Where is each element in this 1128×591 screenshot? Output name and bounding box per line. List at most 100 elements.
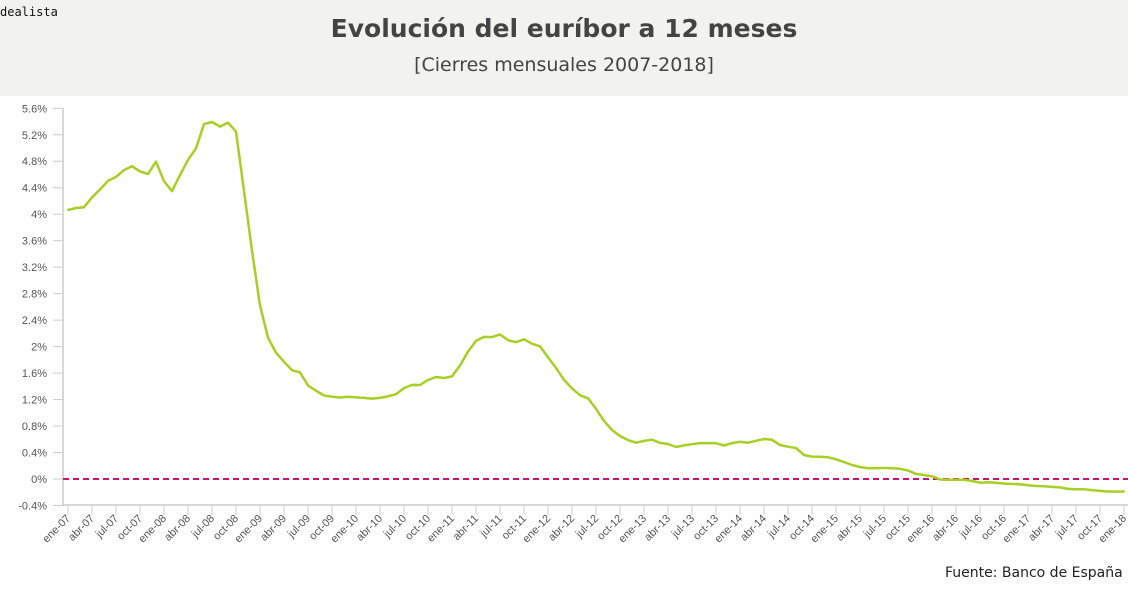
data-point [523, 338, 525, 341]
x-tick-label: ene-07 [40, 513, 73, 546]
data-point [451, 375, 453, 378]
data-point [203, 123, 205, 126]
y-tick-label: 0.4% [22, 448, 47, 460]
data-point [419, 383, 421, 386]
y-tick-label: 2.4% [22, 315, 47, 327]
y-tick-label: 4.8% [22, 156, 47, 168]
y-tick-label: 2% [31, 342, 47, 354]
data-point [235, 130, 237, 133]
data-point [243, 190, 245, 193]
data-point [747, 441, 749, 444]
data-point [947, 478, 949, 481]
data-point [603, 419, 605, 422]
y-tick-label: 3.2% [22, 262, 47, 274]
data-point [379, 396, 381, 399]
data-point [491, 336, 493, 339]
data-point [195, 147, 197, 150]
data-point [363, 396, 365, 399]
data-point [427, 379, 429, 382]
data-point [675, 445, 677, 448]
data-point [619, 434, 621, 437]
data-point [219, 125, 221, 128]
data-point [915, 472, 917, 475]
data-point [899, 467, 901, 470]
data-point [739, 440, 741, 443]
data-point [339, 396, 341, 399]
x-tick-label: abr-08 [162, 513, 193, 544]
data-point [1091, 489, 1093, 492]
y-tick-label: 1.2% [22, 395, 47, 407]
data-point [755, 439, 757, 442]
data-point [979, 481, 981, 484]
data-point [1123, 490, 1125, 493]
chart-header: dealista Evolución del euríbor a 12 mese… [0, 0, 1128, 96]
data-point [459, 364, 461, 367]
data-point [1107, 490, 1109, 493]
data-point [179, 174, 181, 177]
data-point [667, 443, 669, 446]
data-point [699, 442, 701, 445]
data-point [123, 169, 125, 172]
data-point [587, 397, 589, 400]
data-point [579, 394, 581, 397]
data-point [155, 160, 157, 163]
x-tick-label: abr-16 [930, 513, 961, 544]
data-point [211, 120, 213, 123]
data-point [931, 475, 933, 478]
data-point [595, 407, 597, 410]
euribor-series-line [67, 120, 1125, 493]
data-point [1059, 486, 1061, 489]
data-point [715, 442, 717, 445]
data-point [851, 463, 853, 466]
x-tick-label: abr-13 [642, 513, 673, 544]
x-tick-label: abr-12 [546, 513, 577, 544]
data-point [987, 481, 989, 484]
data-point [963, 478, 965, 481]
data-point [731, 442, 733, 445]
data-point [531, 342, 533, 345]
data-point [611, 429, 613, 432]
data-point [259, 304, 261, 307]
y-tick-label: 5.6% [22, 103, 47, 115]
data-point [299, 371, 301, 374]
data-point [795, 446, 797, 449]
data-point [403, 387, 405, 390]
data-point [1043, 485, 1045, 488]
data-point [651, 438, 653, 441]
data-point [475, 339, 477, 342]
data-point [955, 478, 957, 481]
data-point [571, 387, 573, 390]
x-tick-label: abr-10 [354, 513, 385, 544]
data-points [67, 120, 1125, 493]
data-point [267, 336, 269, 339]
x-tick-label: abr-07 [66, 513, 97, 544]
y-tick-label: 3.6% [22, 236, 47, 248]
data-point [835, 458, 837, 461]
data-point [683, 444, 685, 447]
data-point [371, 397, 373, 400]
data-point [1035, 485, 1037, 488]
y-tick-label: 4% [31, 209, 47, 221]
data-point [883, 466, 885, 469]
data-point [139, 170, 141, 173]
data-point [923, 474, 925, 477]
data-point [939, 478, 941, 481]
data-point [643, 439, 645, 442]
data-point [187, 158, 189, 161]
data-point [563, 378, 565, 381]
data-point [83, 206, 85, 209]
y-tick-label: -0.4% [18, 500, 47, 512]
data-point [1003, 482, 1005, 485]
data-point [115, 175, 117, 178]
x-tick-label: abr-14 [738, 513, 769, 544]
data-point [1019, 483, 1021, 486]
data-point [395, 393, 397, 396]
data-point [843, 461, 845, 464]
y-tick-label: 2.8% [22, 289, 47, 301]
data-point [131, 165, 133, 168]
data-point [875, 467, 877, 470]
data-point [811, 455, 813, 458]
data-point [515, 341, 517, 344]
data-point [539, 345, 541, 348]
data-point [275, 351, 277, 354]
